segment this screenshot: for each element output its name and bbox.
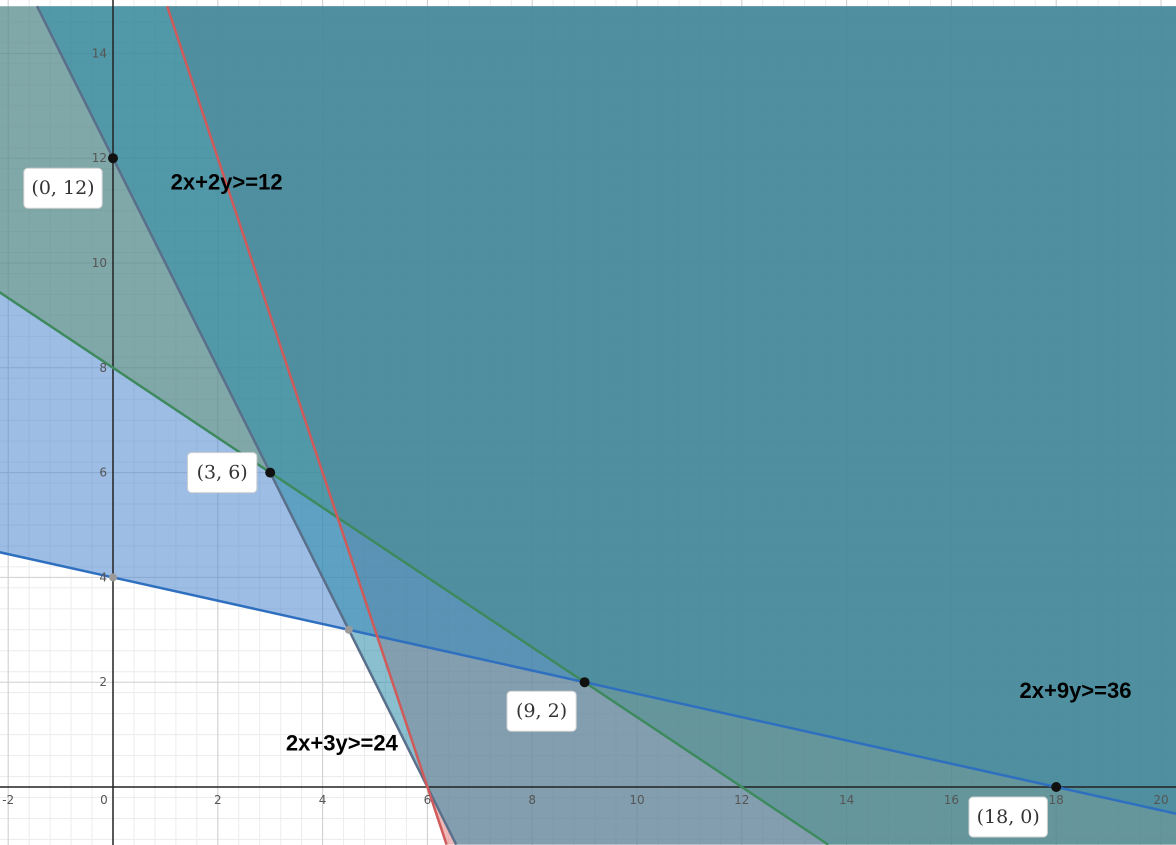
point-label: (3, 6) — [197, 462, 248, 484]
x-tick-label: 14 — [839, 793, 854, 807]
intersection-point-gray[interactable] — [344, 625, 353, 634]
y-tick-label: 2 — [99, 675, 107, 689]
x-tick-label: 18 — [1049, 793, 1064, 807]
point-label: (18, 0) — [977, 806, 1040, 828]
x-tick-label: 8 — [528, 793, 536, 807]
y-tick-label: 10 — [92, 256, 107, 270]
vertex-point[interactable] — [1051, 782, 1062, 792]
point-label-box — [968, 796, 1048, 838]
vertex-point[interactable] — [108, 153, 118, 164]
x-tick-label: -2 — [2, 793, 14, 807]
x-tick-label: 10 — [629, 793, 644, 807]
vertex-point[interactable] — [265, 467, 276, 478]
boundary-line-2x-2y — [35, 5, 458, 845]
equation-label: 2x+9y>=36 — [1020, 678, 1132, 703]
equation-label: 2x+3y>=24 — [286, 730, 399, 755]
region-teal — [37, 6, 1176, 845]
x-tick-label: 2 — [214, 793, 222, 807]
y-tick-label: 12 — [92, 151, 107, 165]
x-tick-label: 12 — [734, 793, 749, 807]
x-tick-label: 4 — [319, 793, 327, 807]
boundary-line-2x-3y — [0, 290, 829, 845]
vertex-point[interactable] — [579, 677, 590, 688]
point-label-box — [187, 452, 258, 494]
y-tick-label: 6 — [99, 466, 107, 480]
intersection-point-gray[interactable] — [109, 573, 117, 582]
x-tick-label: 20 — [1153, 793, 1168, 807]
point-label-box — [506, 690, 577, 732]
x-tick-label: 16 — [944, 793, 959, 807]
x-tick-label: 6 — [424, 793, 432, 807]
y-tick-label: 8 — [99, 361, 107, 375]
boundary-line-red — [165, 5, 448, 845]
point-label: (0, 12) — [31, 177, 94, 199]
x-tick-label: 0 — [100, 793, 108, 807]
equation-label: 2x+2y>=12 — [171, 170, 283, 195]
point-label: (9, 2) — [516, 700, 567, 722]
y-tick-label: 4 — [99, 570, 107, 584]
y-tick-label: 14 — [92, 46, 107, 60]
point-label-box — [23, 167, 103, 209]
